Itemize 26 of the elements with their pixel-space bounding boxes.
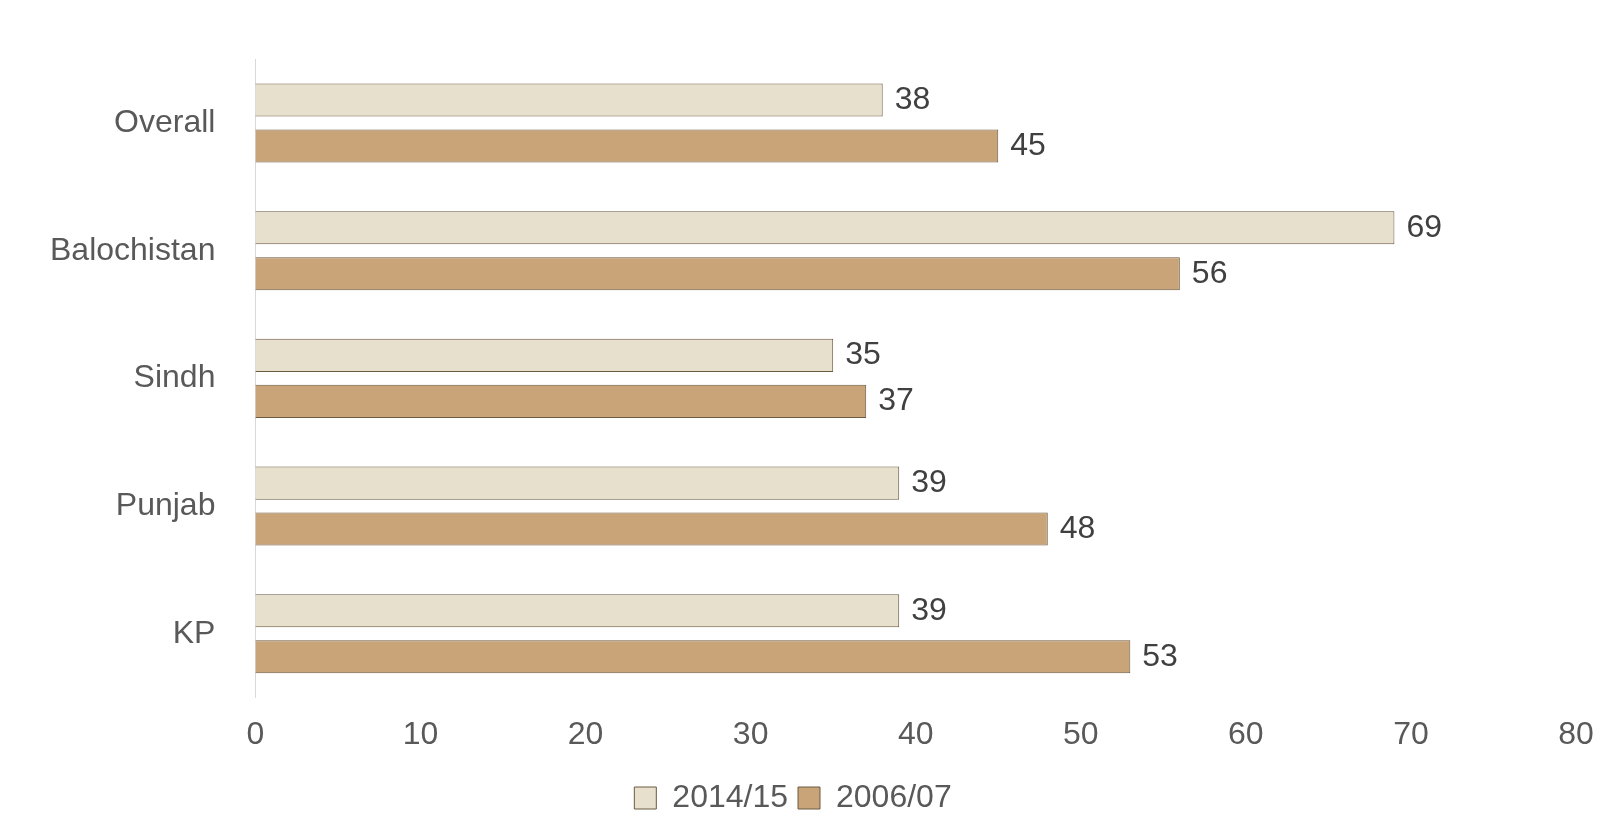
data-label: 45 — [1010, 125, 1046, 162]
y-tick-label: Overall — [114, 102, 216, 139]
data-label: 39 — [911, 462, 947, 499]
data-label: 56 — [1191, 253, 1228, 290]
y-tick-label: Punjab — [115, 485, 216, 522]
data-label: 35 — [845, 335, 881, 372]
data-label: 53 — [1142, 636, 1178, 673]
data-label: 37 — [878, 381, 914, 418]
x-tick-label: 10 — [402, 714, 439, 751]
x-tick-label: 80 — [1558, 714, 1594, 751]
y-tick-label: KP — [172, 613, 216, 650]
data-label: 39 — [911, 590, 947, 627]
legend-label: 2006/07 — [836, 777, 952, 814]
x-tick-label: 50 — [1062, 714, 1099, 751]
legend-label: 2014/15 — [672, 777, 788, 814]
y-tick-label: Sindh — [133, 358, 216, 395]
y-tick-label: Balochistan — [50, 230, 216, 267]
data-label: 69 — [1406, 207, 1443, 244]
x-tick-label: 20 — [567, 714, 604, 751]
data-label: 38 — [894, 79, 931, 116]
x-tick-label: 30 — [732, 714, 769, 751]
x-tick-label: 40 — [897, 714, 934, 751]
data-label: 48 — [1059, 508, 1096, 545]
x-tick-label: 60 — [1228, 714, 1264, 751]
x-tick-label: 70 — [1393, 714, 1429, 751]
x-tick-label: 0 — [246, 714, 265, 751]
